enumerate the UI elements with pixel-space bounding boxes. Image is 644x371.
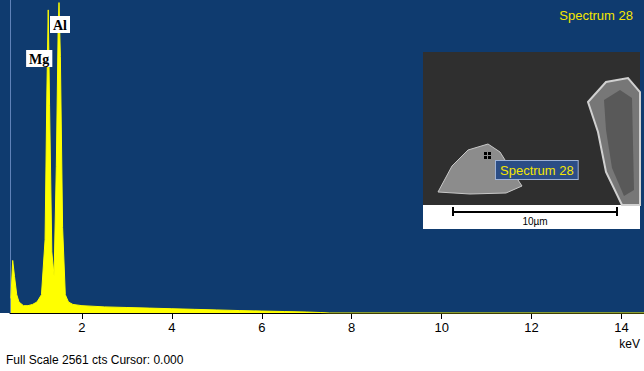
svg-text:10µm: 10µm [522,216,547,227]
svg-text:6: 6 [258,320,265,335]
svg-text:Full Scale 2561 cts Cursor: 0.: Full Scale 2561 cts Cursor: 0.000 [6,353,184,367]
svg-text:14: 14 [614,320,628,335]
svg-text:Spectrum 28: Spectrum 28 [500,163,574,178]
svg-text:Mg: Mg [29,52,49,67]
svg-text:Spectrum 28: Spectrum 28 [559,8,633,23]
svg-text:keV: keV [619,337,640,351]
svg-text:12: 12 [524,320,538,335]
svg-text:10: 10 [434,320,448,335]
svg-text:8: 8 [348,320,355,335]
svg-text:Al: Al [53,18,67,33]
svg-text:4: 4 [168,320,175,335]
svg-text:2: 2 [78,320,85,335]
